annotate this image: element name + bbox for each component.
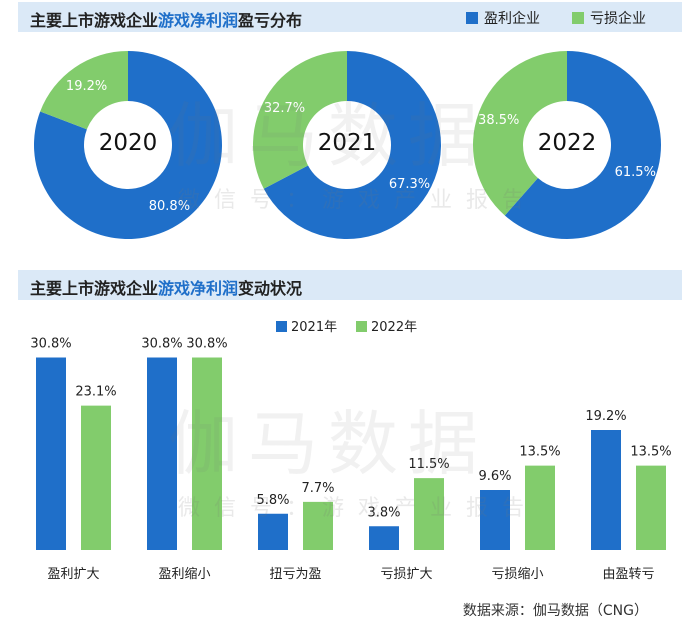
donut-label-2022-profit: 61.5% (615, 165, 656, 180)
bar-category-3: 亏损扩大 (380, 567, 432, 582)
donut-svg-2021: 67.3% 32.7% (253, 51, 441, 240)
bar-1-0 (147, 357, 177, 550)
donut-slice-2021-profit (263, 51, 441, 240)
bar-0-1 (81, 405, 111, 550)
donut-label-2020-loss: 19.2% (66, 79, 107, 94)
title-highlight: 游戏净利润 (158, 279, 239, 298)
donut-2022: 61.5% 38.5% 2022 (472, 50, 662, 240)
donut-year-2022: 2022 (537, 130, 597, 156)
donut-slice-2020-profit (33, 51, 222, 240)
bar-label-5-1: 13.5% (630, 445, 671, 460)
donut-slice-2020-loss (40, 51, 128, 130)
section-header-profit-distribution: 主要上市游戏企业游戏净利润盈亏分布 盈利企业 亏损企业 (18, 2, 682, 32)
title-suffix: 变动状况 (238, 279, 303, 298)
bar-legend-swatch-0 (276, 321, 287, 332)
bar-label-0-0: 30.8% (30, 337, 71, 352)
bar-legend: 2021年 2022年 (276, 320, 417, 335)
bar-5-0 (591, 430, 621, 550)
section-header-profit-change: 主要上市游戏企业游戏净利润变动状况 (18, 270, 682, 300)
title-prefix: 主要上市游戏企业 (30, 11, 159, 30)
legend-swatch-green (572, 12, 584, 24)
bar-3-1 (414, 478, 444, 550)
bar-legend-label-1: 2022年 (371, 320, 417, 335)
bar-legend-swatch-1 (356, 321, 367, 332)
bar-label-5-0: 19.2% (585, 409, 626, 424)
donut-2021: 67.3% 32.7% 2021 (252, 50, 442, 240)
legend-label-loss: 亏损企业 (590, 11, 646, 27)
bar-category-0: 盈利扩大 (47, 567, 99, 582)
bar-2-0 (258, 513, 288, 550)
bar-label-0-1: 23.1% (75, 385, 116, 400)
donut-slice-2022-loss (473, 51, 567, 216)
section-title: 主要上市游戏企业游戏净利润变动状况 (30, 275, 302, 299)
title-prefix: 主要上市游戏企业 (30, 279, 159, 298)
donut-slice-2021-loss (253, 51, 347, 189)
donut-svg-2020: 80.8% 19.2% (33, 51, 222, 240)
donut-year-2020: 2020 (98, 130, 158, 156)
donut-svg-2022: 61.5% 38.5% (473, 51, 661, 240)
donut-label-2021-profit: 67.3% (389, 177, 430, 192)
bar-label-1-1: 30.8% (186, 337, 227, 352)
bar-1-1 (192, 357, 222, 550)
bar-label-2-1: 7.7% (301, 481, 334, 496)
bar-0-0 (36, 357, 66, 550)
section-title: 主要上市游戏企业游戏净利润盈亏分布 (30, 7, 302, 31)
bar-3-0 (369, 526, 399, 550)
bar-category-2: 扭亏为盈 (269, 567, 321, 582)
bar-label-3-1: 11.5% (408, 457, 449, 472)
bar-4-0 (480, 490, 510, 550)
legend-swatch-blue (466, 12, 478, 24)
bar-5-1 (636, 465, 666, 550)
bar-chart: 2021年 2022年 30.8% 23.1% 盈利扩大 30.8% 30.8% 盈利缩小 5.… (30, 320, 671, 582)
donut-slice-2022-profit (504, 51, 661, 240)
title-highlight: 游戏净利润 (158, 11, 239, 30)
title-suffix: 盈亏分布 (238, 11, 303, 30)
bar-legend-label-0: 2021年 (291, 320, 337, 335)
legend-label-profit: 盈利企业 (484, 11, 540, 27)
donut-label-2022-loss: 38.5% (478, 113, 519, 128)
bar-label-3-0: 3.8% (367, 505, 400, 520)
donut-label-2020-profit: 80.8% (149, 199, 190, 214)
donut-2020: 80.8% 19.2% 2020 (33, 50, 223, 240)
legend-profit: 盈利企业 (466, 8, 540, 28)
donut-label-2021-loss: 32.7% (264, 101, 305, 116)
data-source: 数据来源：伽马数据（CNG） (462, 603, 648, 619)
donut-year-2021: 2021 (317, 130, 377, 156)
bar-category-4: 亏损缩小 (491, 566, 543, 582)
bar-label-1-0: 30.8% (141, 337, 182, 352)
bar-category-5: 由盈转亏 (602, 567, 654, 582)
bar-4-1 (525, 465, 555, 550)
legend-loss: 亏损企业 (572, 8, 646, 28)
bar-label-2-0: 5.8% (256, 493, 289, 508)
bar-label-4-1: 13.5% (519, 445, 560, 460)
bar-2-1 (303, 501, 333, 550)
bar-label-4-0: 9.6% (478, 469, 511, 484)
bar-category-1: 盈利缩小 (158, 566, 210, 582)
